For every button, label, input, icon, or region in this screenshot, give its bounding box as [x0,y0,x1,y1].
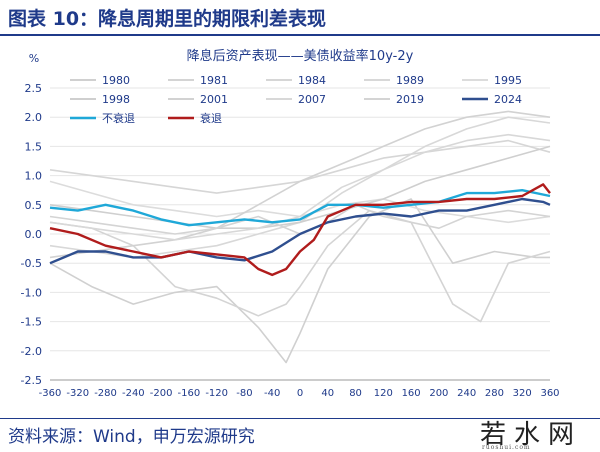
y-tick-label: 0.0 [25,228,43,241]
legend-label: 1984 [298,74,326,87]
legend-label: 不衰退 [102,111,135,125]
x-tick-label: 160 [402,388,421,399]
y-tick-label: 2.5 [25,82,43,95]
series-line-2024 [49,197,551,265]
x-tick-label: 200 [429,388,448,399]
x-tick-label: -200 [150,388,173,399]
x-tick-label: 0 [297,388,303,399]
y-tick-label: -1.0 [21,286,42,299]
legend: 1980 1981 1984 1989 1995 1998 2001 2007 2019 2024… [70,74,522,125]
y-axis-label: % [29,52,39,65]
source-rule [0,418,600,419]
x-tick-label: 120 [374,388,393,399]
x-tick-label: 280 [485,388,504,399]
series-line-1980 [49,198,550,364]
x-axis-ticks: -360 -320 -280 -240 -200 -160 -120 -80 -40 0 40 80 1… [39,388,560,399]
x-tick-label: -80 [236,388,252,399]
x-tick-label: 240 [457,388,476,399]
series-group-highlight [49,183,551,277]
grid-lines [50,87,550,381]
series-line-1998 [49,145,551,229]
legend-label: 1981 [200,74,228,87]
series-line-不衰退 [49,188,551,227]
watermark-logo: 若水网 ruoshui.com [480,414,582,451]
series-line-2001 [49,110,551,259]
legend-label: 1998 [102,93,130,106]
legend-label: 1980 [102,74,130,87]
series-line-1981 [49,209,551,323]
series-group-historical [49,110,551,364]
watermark-subtext: ruoshui.com [481,444,531,451]
x-tick-label: 360 [540,388,559,399]
legend-label: 2001 [200,93,228,106]
y-tick-label: 2.0 [25,111,43,124]
x-tick-label: -40 [264,388,280,399]
legend-label: 1989 [396,74,424,87]
legend-label: 2024 [494,93,522,106]
y-tick-label: -1.5 [21,316,42,329]
x-tick-label: -160 [178,388,201,399]
x-tick-label: -120 [205,388,228,399]
watermark-text: 若水网 [479,420,582,450]
x-tick-label: -240 [122,388,145,399]
y-axis-ticks: -2.5 -2.0 -1.5 -1.0 -0.5 0.0 0.5 1.0 1.5 2.0 2.5 [21,82,42,387]
source-note: 资料来源：Wind，申万宏源研究 [8,427,255,447]
y-tick-label: -0.5 [21,257,42,270]
x-tick-label: -320 [66,388,89,399]
chart-title: 降息后资产表现——美债收益率10y-2y [187,48,414,64]
legend-label: 衰退 [200,111,222,125]
figure-title: 图表 10：降息周期里的期限利差表现 [8,8,327,30]
y-tick-label: 0.5 [25,199,43,212]
x-tick-label: -360 [39,388,62,399]
legend-label: 2019 [396,93,424,106]
y-tick-label: 1.5 [25,140,43,153]
title-rule [0,34,600,36]
series-line-1989 [49,116,551,259]
x-tick-label: -280 [94,388,117,399]
series-line-2007 [49,133,551,241]
y-tick-label: -2.5 [21,374,42,387]
legend-label: 1995 [494,74,522,87]
x-tick-label: 80 [349,388,362,399]
x-tick-label: 40 [321,388,334,399]
y-tick-label: 1.0 [25,170,43,183]
x-tick-label: 320 [513,388,532,399]
series-line-衰退 [49,183,551,277]
y-tick-label: -2.0 [21,345,42,358]
legend-label: 2007 [298,93,326,106]
